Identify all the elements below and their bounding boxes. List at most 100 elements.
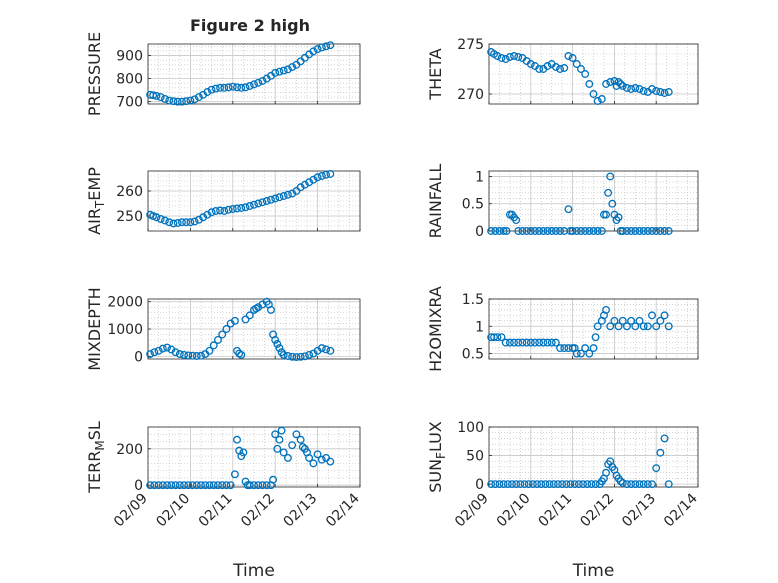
data-markers	[487, 48, 673, 105]
data-point	[503, 480, 512, 489]
y-tick-label: 270	[457, 87, 484, 103]
data-point	[192, 352, 201, 360]
data-point	[501, 55, 510, 63]
data-point	[541, 480, 550, 489]
data-point	[173, 97, 182, 106]
data-point	[209, 341, 218, 350]
data-point	[233, 83, 241, 92]
y-tick-label: 1000	[107, 322, 143, 338]
data-point	[156, 93, 165, 102]
data-point	[216, 206, 225, 215]
data-point	[275, 435, 284, 444]
data-point	[154, 346, 163, 355]
axes-box	[147, 170, 361, 232]
data-point	[574, 480, 583, 489]
data-point	[614, 322, 623, 331]
data-point	[639, 322, 648, 331]
data-point	[602, 305, 610, 314]
data-point	[493, 52, 502, 60]
data-point	[180, 350, 188, 359]
data-point	[161, 216, 169, 225]
data-point	[309, 459, 318, 468]
data-point	[606, 322, 615, 331]
data-point	[524, 480, 533, 489]
data-point	[543, 338, 552, 347]
data-point	[597, 95, 606, 103]
data-point	[568, 54, 577, 62]
data-point	[514, 338, 523, 347]
data-point	[156, 215, 165, 223]
data-point	[224, 83, 233, 92]
data-point	[549, 480, 558, 489]
data-point	[218, 330, 227, 339]
data-point	[222, 481, 231, 490]
data-point	[207, 208, 216, 217]
data-point	[577, 349, 585, 358]
data-point	[505, 338, 514, 347]
data-point	[602, 468, 610, 477]
data-point	[245, 481, 254, 490]
data-point	[577, 227, 585, 235]
data-point	[197, 351, 205, 360]
y-label-part: SUN	[426, 459, 445, 493]
data-point	[211, 84, 220, 93]
data-point	[262, 197, 271, 205]
axes-box	[488, 170, 699, 232]
data-point	[254, 78, 263, 87]
data-point	[283, 352, 292, 360]
subplot-6: 0.5 1 1.5 H2OMIXRA	[426, 286, 699, 372]
data-point	[192, 481, 201, 490]
data-point	[577, 65, 585, 73]
y-tick-label: 0.5	[462, 347, 484, 363]
data-point	[589, 90, 598, 98]
data-point	[288, 441, 297, 450]
data-point	[660, 89, 669, 97]
data-point	[591, 480, 600, 489]
y-label-part: TERR	[85, 451, 104, 494]
data-point	[175, 350, 184, 359]
data-point	[556, 344, 565, 353]
data-point	[535, 65, 544, 73]
data-point	[564, 205, 573, 214]
data-point	[656, 448, 665, 457]
y-axis-label: THETA	[426, 48, 445, 100]
data-point	[300, 352, 309, 361]
data-point	[648, 480, 656, 489]
data-point	[288, 189, 297, 198]
data-point	[277, 426, 286, 435]
data-point	[652, 87, 661, 95]
data-point	[309, 47, 318, 56]
data-point	[165, 218, 174, 227]
data-point	[288, 63, 297, 72]
data-point	[254, 199, 263, 208]
data-point	[558, 480, 567, 489]
data-point	[313, 173, 322, 182]
data-point	[556, 227, 565, 235]
data-point	[491, 480, 500, 489]
data-point	[237, 350, 246, 359]
data-point	[158, 481, 167, 490]
data-point	[250, 481, 258, 490]
y-axis-label: RAINFALL	[426, 164, 445, 239]
data-point	[296, 352, 305, 361]
data-point	[547, 338, 556, 347]
data-point	[167, 481, 176, 490]
data-point	[643, 227, 652, 235]
data-point	[495, 480, 504, 489]
data-point	[269, 475, 278, 484]
subplot-3: 250 260 AIRTEMP	[85, 167, 361, 235]
data-point	[501, 338, 510, 347]
data-point	[169, 219, 178, 228]
data-point	[224, 205, 233, 214]
data-point	[487, 480, 496, 489]
data-point	[326, 346, 335, 355]
y-label-subscript: F	[434, 452, 448, 459]
data-point	[267, 195, 275, 204]
data-point	[528, 480, 537, 489]
data-point	[214, 335, 222, 344]
data-point	[300, 180, 309, 189]
data-point	[656, 316, 665, 325]
y-tick-label: 700	[116, 95, 143, 111]
data-point	[505, 53, 514, 61]
data-point	[556, 65, 565, 73]
